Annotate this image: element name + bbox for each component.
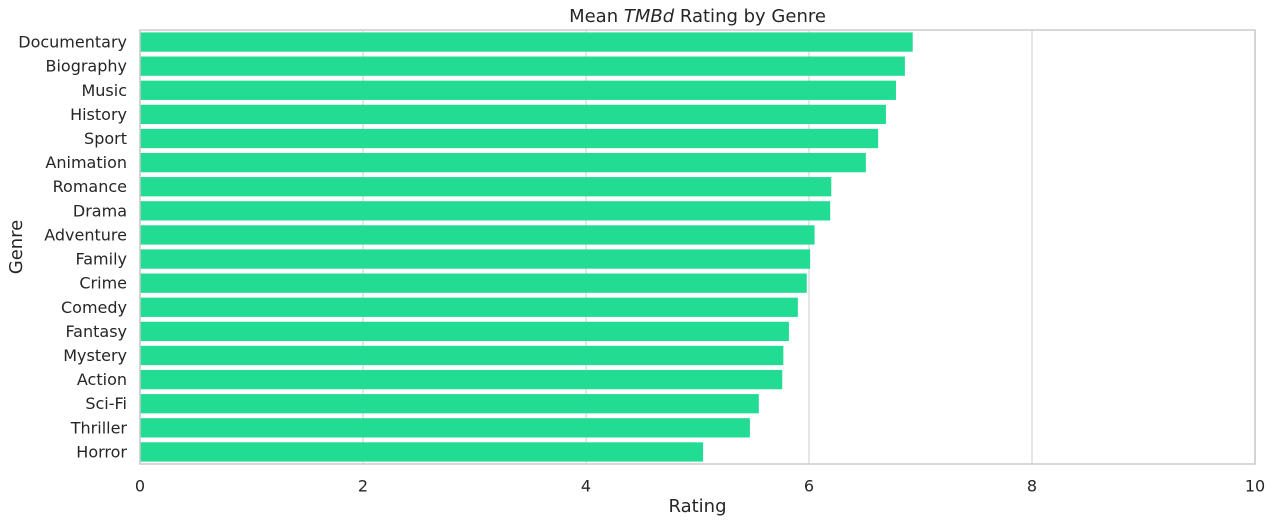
bar-family xyxy=(140,249,811,269)
y-tick-romance: Romance xyxy=(53,177,127,196)
bars xyxy=(140,32,913,462)
y-tick-action: Action xyxy=(77,370,127,389)
bar-sport xyxy=(140,128,879,149)
x-tick-labels: 0 2 4 6 8 10 xyxy=(135,477,1265,496)
bar-drama xyxy=(140,201,831,221)
bar-sci-fi xyxy=(140,394,759,414)
bar-romance xyxy=(140,177,832,197)
y-tick-crime: Crime xyxy=(79,274,127,293)
bar-crime xyxy=(140,273,807,293)
x-tick-10: 10 xyxy=(1245,477,1265,496)
bar-action xyxy=(140,369,783,390)
x-tick-4: 4 xyxy=(581,477,591,496)
bar-horror xyxy=(140,442,704,462)
y-tick-fantasy: Fantasy xyxy=(65,322,127,341)
y-tick-sport: Sport xyxy=(84,129,127,148)
x-tick-6: 6 xyxy=(804,477,814,496)
x-tick-2: 2 xyxy=(358,477,368,496)
y-tick-mystery: Mystery xyxy=(63,346,127,365)
bar-documentary xyxy=(140,32,913,52)
bar-history xyxy=(140,104,886,125)
y-tick-horror: Horror xyxy=(76,442,127,461)
plot-frame xyxy=(139,29,1256,465)
y-tick-adventure: Adventure xyxy=(44,225,127,244)
chart-title-suffix: Rating by Genre xyxy=(674,6,826,27)
y-tick-sci-fi: Sci-Fi xyxy=(85,394,127,413)
y-tick-comedy: Comedy xyxy=(61,298,127,317)
y-axis-label: Genre xyxy=(6,220,27,275)
chart-title-prefix: Mean xyxy=(569,6,624,27)
bar-biography xyxy=(140,56,905,76)
y-tick-thriller: Thriller xyxy=(70,418,128,437)
x-tick-0: 0 xyxy=(135,477,145,496)
chart-title-emphasis: TMBd xyxy=(624,6,675,27)
bar-music xyxy=(140,80,896,100)
y-tick-documentary: Documentary xyxy=(18,33,127,52)
y-tick-labels: Documentary Biography Music History Sport Ani… xyxy=(18,33,127,462)
bar-animation xyxy=(140,152,866,173)
bar-mystery xyxy=(140,345,784,366)
y-tick-animation: Animation xyxy=(45,153,127,172)
chart-title: Mean TMBd Rating by Genre xyxy=(569,6,826,27)
bar-comedy xyxy=(140,297,798,317)
bar-thriller xyxy=(140,418,750,438)
y-tick-family: Family xyxy=(76,250,127,269)
y-tick-history: History xyxy=(70,105,127,124)
y-tick-music: Music xyxy=(81,81,127,100)
x-axis-label: Rating xyxy=(668,496,726,517)
x-tick-8: 8 xyxy=(1027,477,1037,496)
y-tick-biography: Biography xyxy=(45,57,127,76)
bar-adventure xyxy=(140,225,815,245)
y-tick-drama: Drama xyxy=(73,201,127,220)
bar-fantasy xyxy=(140,321,789,342)
